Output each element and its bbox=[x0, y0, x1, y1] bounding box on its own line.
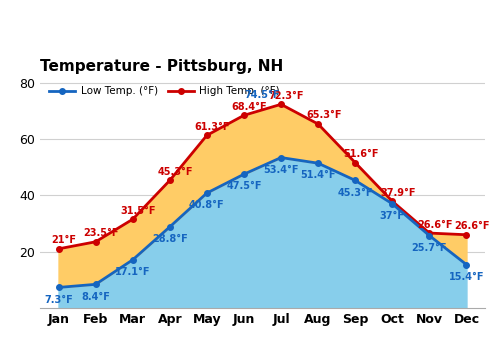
Text: 7.3°F: 7.3°F bbox=[44, 295, 73, 305]
High Temp. (°F) bbox=[56, 247, 62, 251]
Text: 23.5°F: 23.5°F bbox=[84, 228, 119, 238]
High Temp. (°F) bbox=[167, 178, 173, 182]
Text: 26.6°F: 26.6°F bbox=[454, 221, 490, 231]
Text: 45.3°F: 45.3°F bbox=[338, 188, 373, 198]
Text: 37.9°F: 37.9°F bbox=[380, 188, 416, 198]
Low Temp. (°F) bbox=[204, 191, 210, 195]
High Temp. (°F) bbox=[92, 240, 98, 244]
Text: 61.3°F: 61.3°F bbox=[194, 122, 230, 132]
Low Temp. (°F) bbox=[278, 155, 284, 160]
Text: 37°F: 37°F bbox=[380, 211, 405, 221]
Legend: Low Temp. (°F), High Temp. (°F): Low Temp. (°F), High Temp. (°F) bbox=[45, 82, 284, 100]
Low Temp. (°F) bbox=[426, 233, 432, 238]
Text: 47.5°F: 47.5°F bbox=[226, 181, 262, 191]
High Temp. (°F) bbox=[204, 133, 210, 138]
Text: 31.5°F: 31.5°F bbox=[120, 206, 156, 216]
Text: 17.1°F: 17.1°F bbox=[115, 267, 150, 277]
Line: High Temp. (°F): High Temp. (°F) bbox=[56, 102, 469, 252]
Text: Temperature - Pittsburg, NH: Temperature - Pittsburg, NH bbox=[40, 60, 283, 75]
Text: 74.5°F: 74.5°F bbox=[245, 90, 280, 100]
Low Temp. (°F) bbox=[464, 262, 469, 267]
Low Temp. (°F) bbox=[390, 202, 396, 206]
Text: 53.4°F: 53.4°F bbox=[264, 165, 299, 175]
Text: 26.6°F: 26.6°F bbox=[417, 219, 452, 230]
Text: 51.6°F: 51.6°F bbox=[343, 149, 378, 159]
Text: 40.8°F: 40.8°F bbox=[189, 200, 224, 210]
Text: 45.3°F: 45.3°F bbox=[158, 167, 193, 177]
Text: 25.7°F: 25.7°F bbox=[412, 243, 447, 253]
Text: 21°F: 21°F bbox=[52, 235, 76, 245]
Low Temp. (°F) bbox=[315, 161, 321, 165]
Text: 68.4°F: 68.4°F bbox=[232, 102, 268, 112]
Low Temp. (°F) bbox=[130, 258, 136, 262]
Text: 28.8°F: 28.8°F bbox=[152, 234, 188, 244]
Low Temp. (°F) bbox=[352, 178, 358, 182]
Text: 8.4°F: 8.4°F bbox=[81, 292, 110, 302]
High Temp. (°F) bbox=[241, 113, 247, 117]
High Temp. (°F) bbox=[315, 122, 321, 126]
Text: 72.3°F: 72.3°F bbox=[269, 91, 304, 101]
High Temp. (°F) bbox=[464, 233, 469, 237]
Text: 15.4°F: 15.4°F bbox=[448, 272, 484, 282]
Text: 65.3°F: 65.3°F bbox=[306, 111, 342, 120]
High Temp. (°F) bbox=[130, 217, 136, 221]
Text: 51.4°F: 51.4°F bbox=[300, 170, 336, 181]
High Temp. (°F) bbox=[352, 161, 358, 165]
High Temp. (°F) bbox=[278, 102, 284, 106]
High Temp. (°F) bbox=[426, 231, 432, 235]
High Temp. (°F) bbox=[390, 199, 396, 203]
Low Temp. (°F) bbox=[56, 285, 62, 289]
Low Temp. (°F) bbox=[92, 282, 98, 286]
Low Temp. (°F) bbox=[167, 225, 173, 229]
Line: Low Temp. (°F): Low Temp. (°F) bbox=[56, 155, 469, 290]
Low Temp. (°F) bbox=[241, 172, 247, 176]
